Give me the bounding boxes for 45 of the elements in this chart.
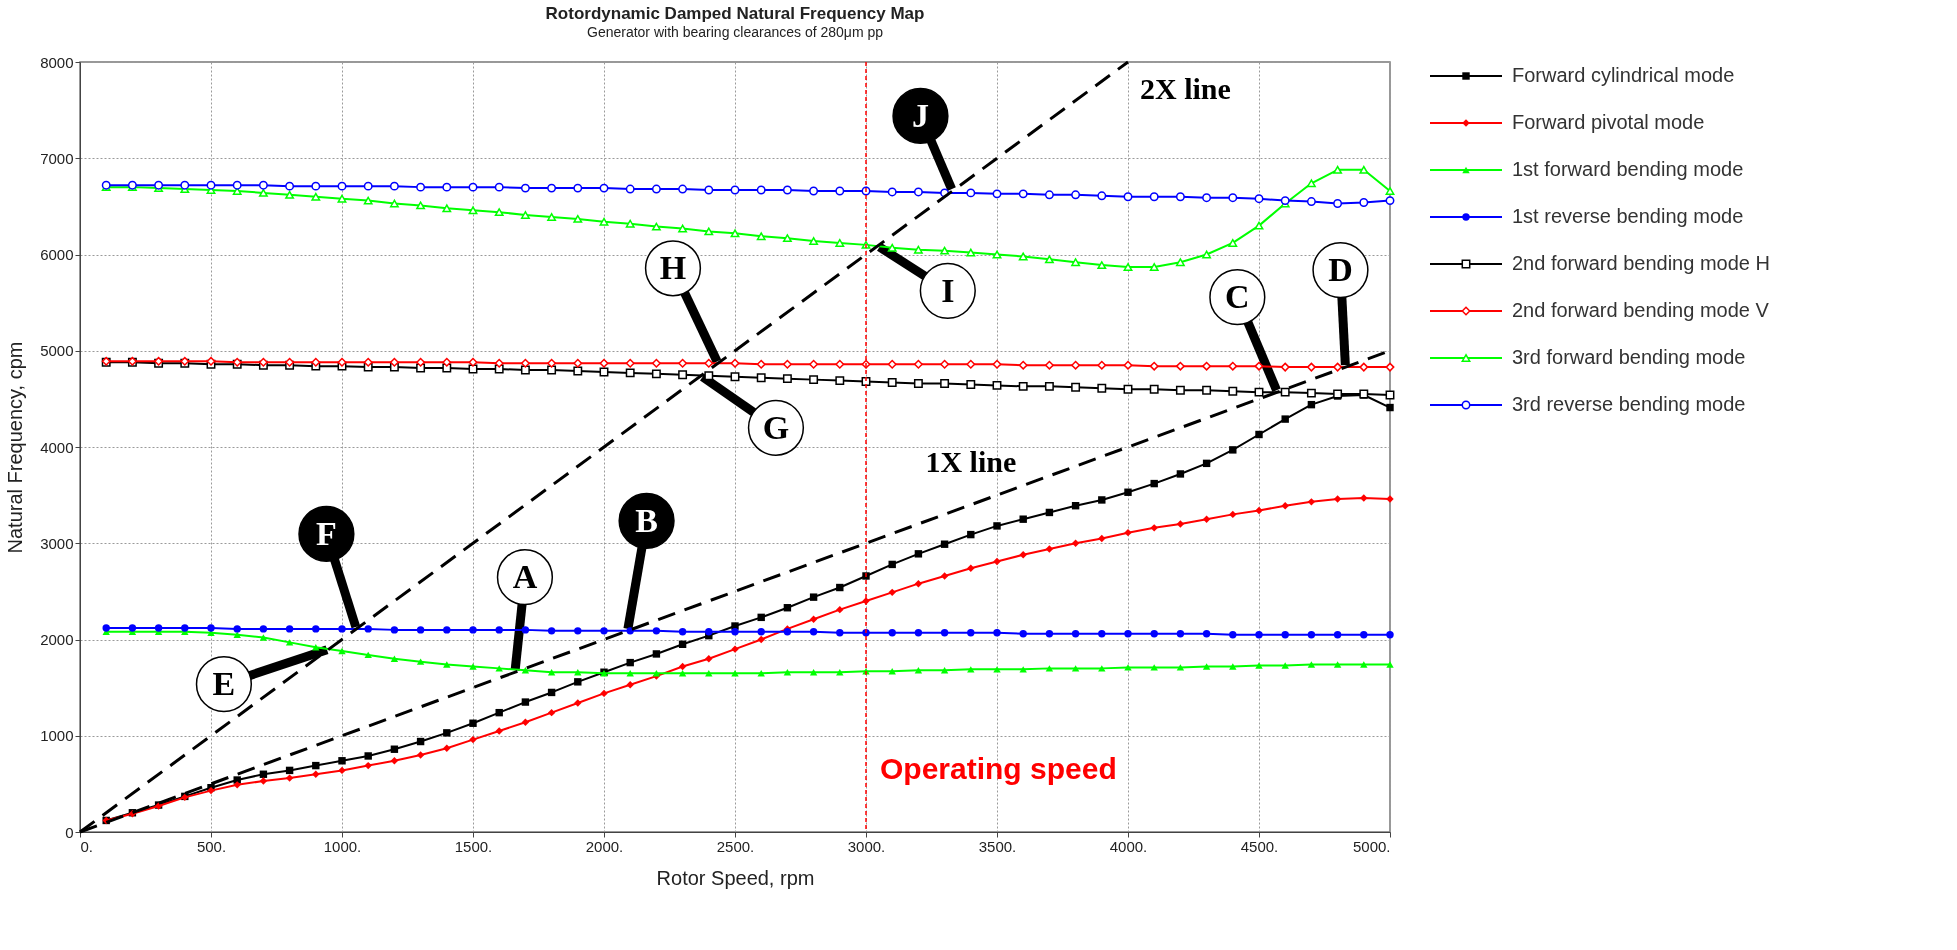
annotation: H — [659, 249, 687, 287]
annotation: E — [212, 665, 236, 703]
y-tick-label: 4000 — [40, 438, 74, 456]
legend-label: 1st reverse bending mode — [1512, 205, 1744, 227]
x-tick-label: 1500. — [454, 837, 493, 855]
x-tick-label: 2000. — [585, 837, 624, 855]
series-label: 1X line — [925, 444, 1017, 478]
y-tick-label: 2000 — [40, 631, 74, 648]
series-label: 2X line — [1140, 72, 1231, 105]
annotation: J — [911, 96, 929, 134]
x-tick-label: 2500. — [716, 837, 755, 855]
annotation: B — [635, 501, 658, 539]
chart-subtitle: Generator with bearing clearances of 280μm pp — [586, 24, 884, 40]
annotation: A — [512, 558, 538, 596]
legend-label: Forward cylindrical mode — [1512, 64, 1735, 86]
y-tick-label: 7000 — [40, 149, 74, 167]
annotation: C — [1225, 278, 1250, 316]
x-tick-label: 3500. — [978, 837, 1017, 855]
annotation: G — [762, 408, 790, 446]
annotation: D — [1328, 251, 1353, 289]
legend-label: 3rd forward bending mode — [1512, 346, 1746, 368]
legend-label: 2nd forward bending mode H — [1512, 252, 1770, 274]
y-tick-label: 1000 — [40, 727, 74, 745]
legend-label: 2nd forward bending mode V — [1512, 299, 1770, 321]
y-axis-title: Natural Frequency, cpm — [4, 341, 27, 554]
ref-line-label: Operating speed — [880, 752, 1117, 786]
y-tick-label: 5000 — [40, 342, 74, 360]
x-tick-label: 4000. — [1109, 837, 1148, 855]
annotation: F — [316, 514, 337, 552]
chart-title: Rotordynamic Damped Natural Frequency Map — [545, 4, 925, 23]
x-tick-label: 500. — [196, 837, 227, 855]
y-tick-label: 6000 — [40, 246, 74, 263]
x-axis-title: Rotor Speed, rpm — [656, 866, 815, 889]
x-tick-label: 3000. — [847, 837, 886, 855]
x-tick-label: 0. — [80, 837, 94, 855]
x-tick-label: 1000. — [323, 837, 362, 855]
x-tick-label: 5000. — [1352, 837, 1391, 855]
x-tick-label: 4500. — [1240, 837, 1279, 855]
legend-label: 1st forward bending mode — [1512, 158, 1744, 180]
annotation: I — [941, 271, 955, 309]
legend-label: 3rd reverse bending mode — [1512, 393, 1746, 415]
y-tick-label: 0 — [65, 823, 74, 841]
legend-label: Forward pivotal mode — [1512, 111, 1705, 133]
y-tick-label: 8000 — [40, 53, 74, 71]
y-tick-label: 3000 — [40, 534, 74, 552]
